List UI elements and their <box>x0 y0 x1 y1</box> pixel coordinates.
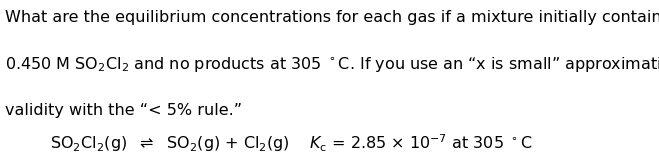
Text: 0.450 M SO$_2$Cl$_2$ and no products at 305 $^\circ$C. If you use an “x is small: 0.450 M SO$_2$Cl$_2$ and no products at … <box>5 55 659 74</box>
Text: SO$_2$Cl$_2$(g)  $\rightleftharpoons$  SO$_2$(g) + Cl$_2$(g)    $K_\mathrm{c}$ =: SO$_2$Cl$_2$(g) $\rightleftharpoons$ SO$… <box>50 132 533 154</box>
Text: What are the equilibrium concentrations for each gas if a mixture initially cont: What are the equilibrium concentrations … <box>5 10 659 25</box>
Text: validity with the “< 5% rule.”: validity with the “< 5% rule.” <box>5 103 243 118</box>
